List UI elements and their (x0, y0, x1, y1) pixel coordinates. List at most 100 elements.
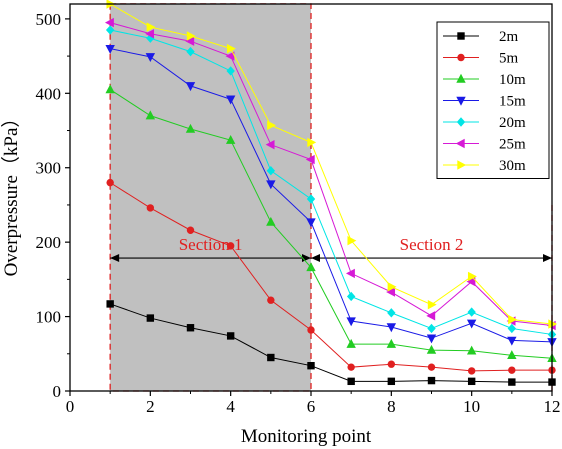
data-point-20m-10 (467, 307, 476, 317)
legend-entry-25m: 25m (443, 137, 526, 153)
data-point-5m-3 (186, 226, 195, 234)
data-point-25m-8 (386, 287, 396, 297)
section-annotation-2: Section 2 (311, 235, 552, 263)
data-point-30m-5 (267, 120, 277, 131)
legend-marker-2m (457, 32, 465, 40)
series-20m (105, 25, 557, 340)
data-point-20m-8 (387, 308, 396, 318)
section-annotation-1: Section 1 (110, 235, 311, 263)
legend-label-5m: 5m (499, 51, 519, 67)
data-point-5m-10 (467, 367, 476, 375)
data-point-10m-8 (386, 338, 397, 348)
data-point-5m-11 (508, 366, 516, 374)
legend: 2m 5m 10m 15m 20m 25m 30m (436, 21, 550, 179)
data-point-2m-3 (186, 324, 195, 332)
legend-marker-15m (456, 96, 466, 106)
data-point-5m-6 (307, 326, 315, 334)
series-line-10m (109, 89, 553, 359)
data-point-25m-1 (104, 17, 114, 28)
legend-entry-2m: 2m (443, 29, 519, 45)
data-point-15m-3 (185, 82, 196, 92)
data-point-10m-1 (105, 84, 115, 94)
data-point-2m-10 (467, 377, 476, 386)
data-point-30m-10 (467, 271, 477, 282)
data-point-5m-9 (427, 363, 436, 371)
data-point-30m-11 (508, 314, 518, 325)
data-point-15m-7 (346, 317, 356, 327)
legend-marker-5m (457, 53, 465, 62)
legend-marker-30m (457, 160, 467, 170)
data-point-30m-4 (226, 43, 236, 54)
x-tick-label-0: 0 (66, 397, 75, 416)
section-label-1: Section 1 (179, 235, 243, 254)
data-point-20m-4 (226, 66, 235, 76)
data-point-20m-3 (186, 46, 195, 57)
data-point-5m-5 (267, 296, 275, 304)
data-point-2m-6 (307, 361, 315, 370)
arrow-head-left (311, 254, 320, 263)
data-point-15m-1 (105, 44, 115, 54)
data-point-20m-1 (105, 25, 115, 35)
y-tick-label-300: 300 (36, 159, 62, 178)
y-tick-label-0: 0 (53, 382, 62, 401)
data-point-5m-4 (226, 242, 235, 250)
data-point-15m-6 (306, 218, 316, 228)
data-point-15m-11 (507, 336, 517, 346)
legend-marker-10m (456, 73, 466, 83)
x-tick-label-4: 4 (226, 397, 235, 416)
legend-label-20m: 20m (499, 115, 526, 131)
legend-entry-20m: 20m (443, 115, 526, 131)
legend-label-10m: 10m (499, 72, 526, 88)
data-point-2m-1 (106, 300, 114, 308)
legend-entry-10m: 10m (443, 72, 526, 88)
data-point-5m-1 (106, 178, 114, 187)
series-line-5m (109, 182, 552, 372)
series-line-30m (109, 3, 553, 325)
data-point-15m-8 (386, 323, 397, 333)
series-10m (105, 84, 557, 362)
data-point-10m-11 (507, 350, 517, 359)
data-point-10m-2 (145, 110, 156, 120)
data-point-15m-10 (466, 319, 477, 329)
data-point-30m-7 (347, 235, 357, 246)
x-tick-label-6: 6 (307, 397, 316, 416)
data-point-5m-7 (347, 363, 355, 371)
legend-marker-20m (456, 117, 466, 127)
data-point-30m-8 (387, 282, 397, 292)
x-tick-label-12: 12 (544, 397, 561, 416)
data-point-2m-9 (427, 376, 436, 385)
data-point-25m-10 (466, 276, 476, 287)
data-point-30m-12 (548, 319, 558, 329)
data-point-10m-6 (306, 262, 316, 272)
y-tick-label-100: 100 (36, 308, 62, 327)
data-point-30m-3 (186, 31, 196, 41)
data-point-2m-4 (226, 332, 235, 340)
data-point-25m-2 (145, 29, 155, 39)
y-tick-label-500: 500 (36, 10, 62, 29)
data-point-15m-9 (426, 334, 437, 344)
legend-marker-25m (455, 138, 465, 149)
legend-label-25m: 25m (499, 137, 526, 153)
x-tick-label-8: 8 (387, 397, 396, 416)
data-point-20m-5 (266, 166, 276, 176)
legend-entry-5m: 5m (443, 51, 519, 67)
data-point-15m-4 (225, 95, 236, 105)
data-point-20m-11 (507, 323, 517, 334)
data-point-30m-9 (427, 299, 437, 310)
series-line-25m (110, 22, 553, 327)
section-label-2: Section 2 (400, 235, 464, 254)
data-point-25m-6 (305, 154, 315, 165)
data-point-10m-10 (466, 345, 477, 355)
data-point-10m-5 (266, 216, 276, 226)
data-point-20m-6 (306, 194, 316, 204)
legend-label-2m: 2m (499, 29, 519, 45)
data-point-30m-2 (146, 22, 156, 32)
data-point-2m-5 (267, 353, 275, 362)
data-point-20m-2 (146, 33, 155, 43)
x-axis-title: Monitoring point (241, 426, 372, 447)
series-15m (105, 44, 557, 348)
data-point-2m-7 (347, 377, 355, 386)
data-point-20m-9 (427, 323, 436, 334)
y-axis-title: Overpressure（kPa） (0, 109, 22, 277)
